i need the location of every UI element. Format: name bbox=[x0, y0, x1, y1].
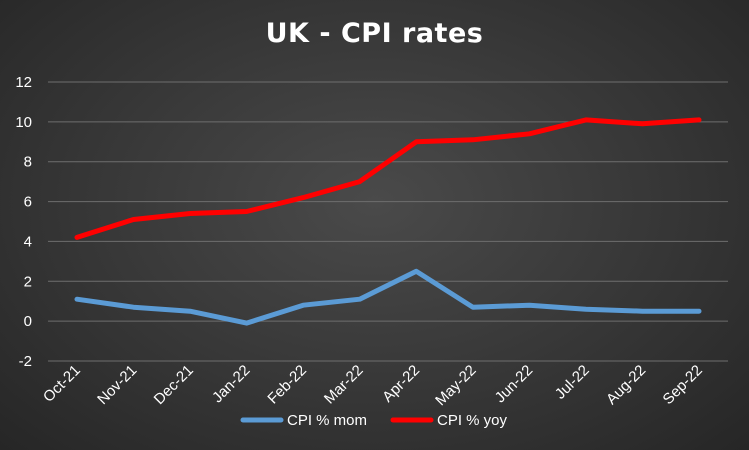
x-tick-label: Apr-22 bbox=[379, 362, 423, 406]
y-tick-label: 4 bbox=[24, 233, 32, 250]
y-tick-label: 12 bbox=[15, 74, 32, 91]
x-tick-label: Feb-22 bbox=[264, 362, 310, 408]
x-tick-label: Aug-22 bbox=[603, 362, 649, 408]
y-tick-label: 10 bbox=[15, 114, 32, 131]
series-line-cpi-yoy bbox=[74, 117, 702, 240]
y-axis-ticks: -2 0 2 4 6 8 10 12 bbox=[15, 74, 32, 370]
chart-title: UK - CPI rates bbox=[265, 18, 484, 49]
x-tick-label: Oct-21 bbox=[40, 362, 84, 406]
legend-label: CPI % yoy bbox=[437, 412, 508, 429]
x-tick-label: Dec-21 bbox=[151, 362, 197, 408]
legend-label: CPI % mom bbox=[287, 412, 367, 429]
x-tick-label: Jan-22 bbox=[209, 362, 253, 406]
series-lines bbox=[74, 117, 702, 326]
y-tick-label: 8 bbox=[24, 154, 32, 171]
series-line-cpi-mom bbox=[74, 268, 702, 326]
x-tick-label: Sep-22 bbox=[660, 362, 706, 408]
x-axis-ticks: Oct-21 Nov-21 Dec-21 Jan-22 Feb-22 Mar-22 Apr-… bbox=[40, 362, 706, 409]
y-tick-label: 6 bbox=[24, 194, 32, 211]
legend: CPI % mom CPI % yoy bbox=[240, 412, 508, 429]
x-tick-label: Mar-22 bbox=[321, 362, 367, 408]
x-tick-label: Jul-22 bbox=[552, 362, 593, 403]
x-tick-label: Jun-22 bbox=[492, 362, 536, 406]
y-tick-label: 0 bbox=[24, 313, 32, 330]
x-tick-label: Nov-21 bbox=[94, 362, 140, 408]
y-tick-label: 2 bbox=[24, 273, 32, 290]
y-tick-label: -2 bbox=[19, 353, 32, 370]
x-tick-label: May-22 bbox=[432, 362, 479, 409]
